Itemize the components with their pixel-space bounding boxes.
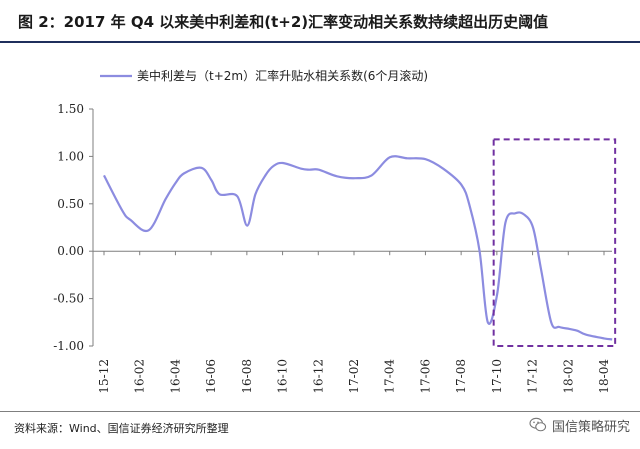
x-tick-label: 16-02 <box>133 359 147 394</box>
x-tick-label: 17-10 <box>490 359 504 394</box>
series-line-0 <box>103 155 613 341</box>
source-note: 资料来源：Wind、国信证券经济研究所整理 <box>14 422 229 435</box>
x-tick-label: 17-12 <box>526 359 540 394</box>
x-axis: 15-12 16-02 16-04 16-06 16-08 16-10 16-12 17-02… <box>93 250 612 394</box>
y-tick-label: 1.00 <box>57 149 84 163</box>
highlight-layer <box>492 138 617 347</box>
y-tick-label: -0.50 <box>53 292 84 306</box>
y-tick-label: -1.00 <box>53 339 84 353</box>
figure-title: 图 2：2017 年 Q4 以来美中利差和(t+2)汇率变动相关系数持续超出历史… <box>18 13 549 31</box>
x-tick-label: 16-04 <box>168 359 182 394</box>
x-tick-label: 17-08 <box>454 359 468 394</box>
y-axis: 1.50 1.00 0.50 0.00 -0.50 -1.00 <box>53 102 94 353</box>
x-tick-label: 18-02 <box>561 359 575 394</box>
x-tick-label: 17-04 <box>383 359 397 394</box>
legend-label: 美中利差与（t+2m）汇率升贴水相关系数(6个月滚动) <box>137 68 428 83</box>
series-layer <box>103 155 613 341</box>
y-tick-label: 0.50 <box>57 197 84 211</box>
wechat-icon <box>529 417 547 432</box>
x-tick-label: 16-12 <box>311 359 325 394</box>
y-tick-label: 0.00 <box>57 244 84 258</box>
x-tick-label: 16-06 <box>204 359 218 394</box>
x-tick-label: 17-02 <box>347 359 361 394</box>
x-tick-label: 18-04 <box>597 359 611 394</box>
title-rule <box>0 41 640 43</box>
watermark: 国信策略研究 <box>529 414 630 436</box>
legend: 美中利差与（t+2m）汇率升贴水相关系数(6个月滚动) <box>100 68 428 83</box>
watermark-text: 国信策略研究 <box>551 419 630 435</box>
figure-title-bar: 图 2：2017 年 Q4 以来美中利差和(t+2)汇率变动相关系数持续超出历史… <box>0 0 640 40</box>
footer-rule <box>0 411 640 412</box>
x-tick-label: 16-08 <box>240 359 254 394</box>
highlight-box <box>492 138 617 347</box>
x-tick-label: 15-12 <box>97 359 111 394</box>
x-tick-label: 16-10 <box>276 359 290 394</box>
y-tick-label: 1.50 <box>57 102 84 116</box>
x-tick-label: 17-06 <box>418 359 432 394</box>
